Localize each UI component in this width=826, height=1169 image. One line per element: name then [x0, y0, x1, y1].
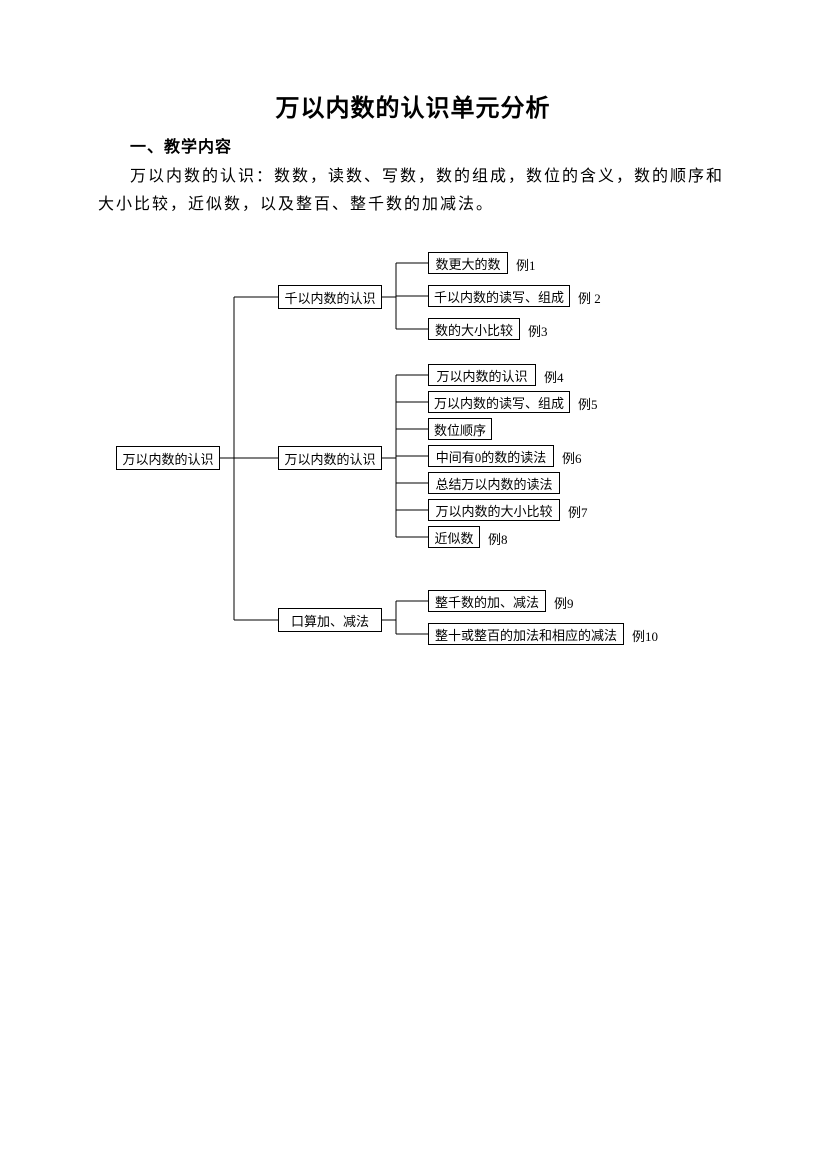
tree-leaf-ex-0-0: 例1: [516, 255, 536, 274]
tree-leaf-ex-1-6: 例8: [488, 529, 508, 548]
tree-leaf-ex-1-1: 例5: [578, 394, 598, 413]
tree-level2-2: 口算加、减法: [278, 608, 382, 632]
tree-leaf-1-1: 万以内数的读写、组成: [428, 391, 570, 413]
tree-leaf-1-5: 万以内数的大小比较: [428, 499, 560, 521]
tree-leaf-1-6: 近似数: [428, 526, 480, 548]
body-paragraph: 万以内数的认识：数数，读数、写数，数的组成，数位的含义，数的顺序和大小比较，近似…: [98, 163, 728, 219]
tree-leaf-0-1: 千以内数的读写、组成: [428, 285, 570, 307]
tree-leaf-1-4: 总结万以内数的读法: [428, 472, 560, 494]
tree-diagram: 万以内数的认识千以内数的认识万以内数的认识口算加、减法数更大的数例1千以内数的读…: [98, 230, 738, 670]
tree-leaf-1-3: 中间有0的数的读法: [428, 445, 554, 467]
tree-leaf-ex-1-5: 例7: [568, 502, 588, 521]
tree-leaf-2-0: 整千数的加、减法: [428, 590, 546, 612]
tree-leaf-1-0: 万以内数的认识: [428, 364, 536, 386]
tree-level2-0: 千以内数的认识: [278, 285, 382, 309]
tree-leaf-ex-2-1: 例10: [632, 626, 658, 645]
tree-root: 万以内数的认识: [116, 446, 220, 470]
tree-level2-1: 万以内数的认识: [278, 446, 382, 470]
page-title: 万以内数的认识单元分析: [0, 0, 826, 123]
tree-leaf-ex-1-3: 例6: [562, 448, 582, 467]
tree-leaf-ex-1-0: 例4: [544, 367, 564, 386]
tree-leaf-0-0: 数更大的数: [428, 252, 508, 274]
tree-leaf-ex-0-1: 例 2: [578, 288, 601, 307]
tree-leaf-0-2: 数的大小比较: [428, 318, 520, 340]
tree-leaf-ex-0-2: 例3: [528, 321, 548, 340]
tree-leaf-2-1: 整十或整百的加法和相应的减法: [428, 623, 624, 645]
tree-leaf-1-2: 数位顺序: [428, 418, 492, 440]
tree-leaf-ex-2-0: 例9: [554, 593, 574, 612]
section-heading: 一、教学内容: [130, 133, 826, 157]
